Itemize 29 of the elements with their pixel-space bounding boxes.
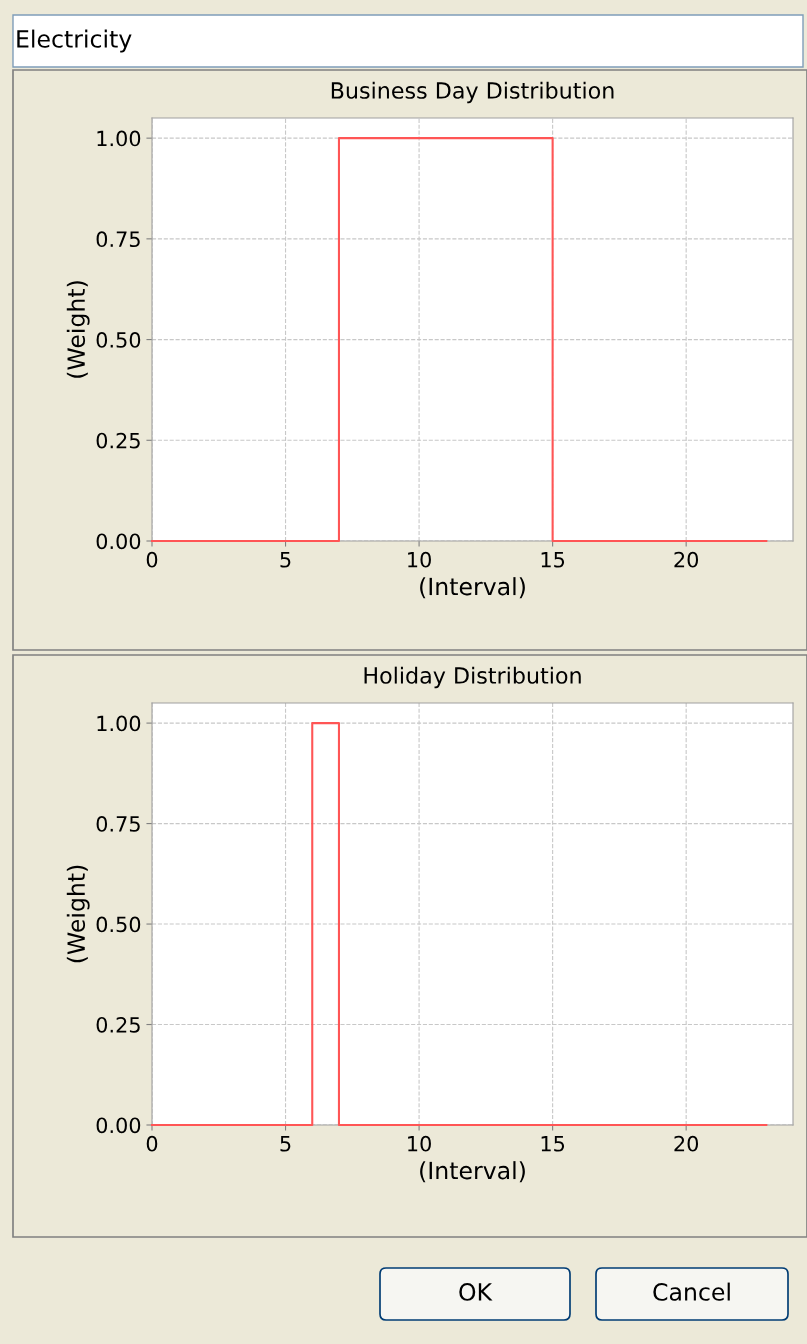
y-tick-label: 0.50: [96, 332, 141, 348]
y-tick-label: 0.25: [96, 1016, 140, 1033]
x-tick-label: 5: [280, 1136, 291, 1152]
text: Electricity: [17, 29, 132, 53]
x-tick-label: 5: [280, 552, 291, 568]
x-tick-label: 10: [408, 1135, 431, 1152]
x-tick-label: 15: [541, 552, 565, 568]
x-tick-label: 15: [541, 1136, 565, 1152]
y-axis-title: (Weight): [66, 281, 90, 378]
chart-title: Holiday Distribution: [364, 666, 581, 689]
y-tick-label: 0.75: [96, 231, 140, 248]
x-axis-title: (Interval): [420, 577, 525, 599]
y-tick-label: 0.75: [96, 816, 140, 832]
text: OK: [459, 1282, 493, 1301]
chart-title: Business Day Distribution: [331, 81, 614, 104]
text: Cancel: [653, 1282, 730, 1301]
y-axis-title: (Weight): [66, 865, 90, 963]
y-tick-label: 1.00: [97, 715, 141, 732]
y-tick-label: 0.50: [96, 916, 141, 933]
x-tick-label: 0: [146, 551, 158, 568]
y-tick-label: 0.25: [96, 432, 140, 449]
y-tick-label: 1.00: [97, 130, 141, 147]
y-tick-label: 0.00: [96, 1117, 141, 1134]
x-tick-label: 0: [146, 1135, 158, 1152]
x-tick-label: 20: [674, 1135, 699, 1152]
x-tick-label: 20: [674, 551, 699, 568]
x-axis-title: (Interval): [420, 1161, 525, 1183]
y-tick-label: 0.00: [96, 533, 141, 550]
x-tick-label: 10: [408, 551, 431, 568]
